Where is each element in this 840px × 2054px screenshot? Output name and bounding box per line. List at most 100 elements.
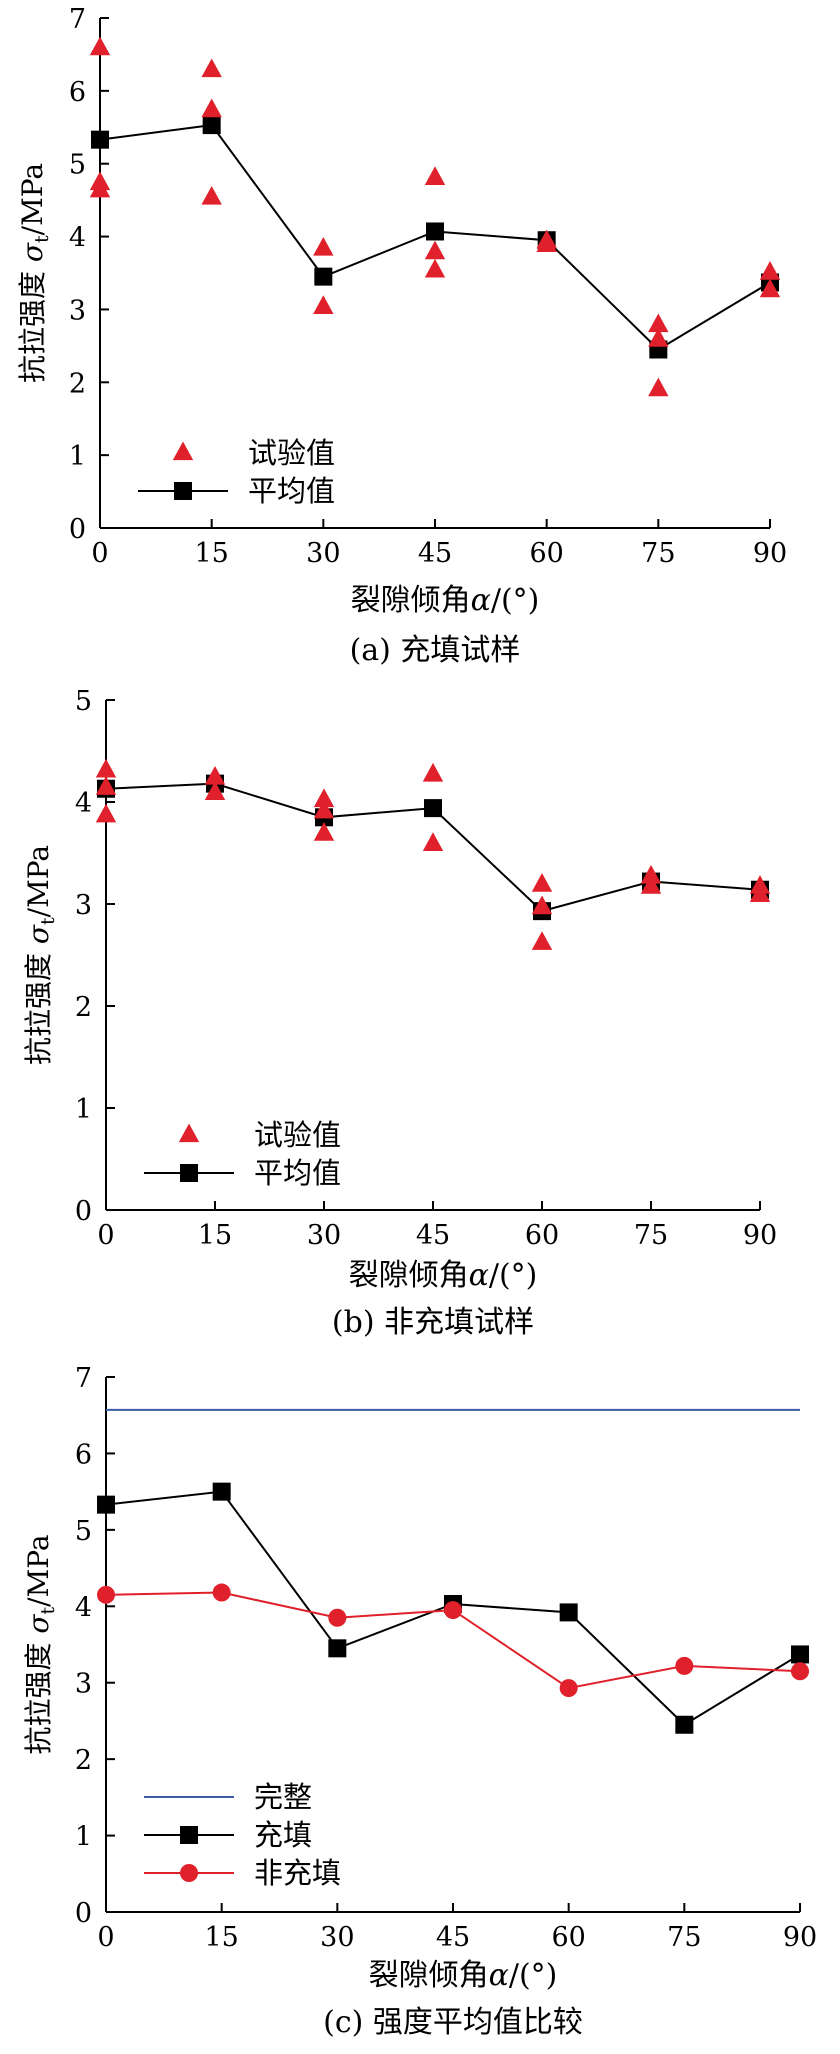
y-tick-label: 5 xyxy=(75,686,92,717)
x-tick-label: 15 xyxy=(204,1922,238,1953)
x-axis-title-unit: /(°) xyxy=(509,1958,558,1993)
x-axis-title: 裂隙倾角α/(°) xyxy=(351,583,540,618)
y-tick-label: 6 xyxy=(69,77,86,108)
series-point xyxy=(559,1679,578,1698)
y-axis-title-sub: t xyxy=(31,235,53,243)
test-point xyxy=(648,377,669,397)
x-axis-title-text: 裂隙倾角 xyxy=(349,1258,469,1293)
series-point xyxy=(328,1608,347,1627)
test-point xyxy=(648,328,669,347)
test-point xyxy=(313,799,335,819)
x-tick-label: 45 xyxy=(416,1220,450,1251)
test-point xyxy=(95,803,117,823)
y-tick-label: 2 xyxy=(75,992,92,1023)
series-point xyxy=(559,1603,578,1622)
x-tick-label: 45 xyxy=(418,538,452,569)
legend-label: 完整 xyxy=(254,1780,312,1814)
y-tick-label: 5 xyxy=(69,150,86,181)
y-axis-title-text: 抗拉强度 xyxy=(22,1634,55,1755)
y-axis-title-var: σ xyxy=(22,924,55,944)
y-tick-label: 1 xyxy=(69,441,86,472)
test-point xyxy=(201,185,222,205)
x-tick-label: 90 xyxy=(753,538,787,569)
test-point xyxy=(424,258,446,278)
test-point xyxy=(536,233,557,253)
test-point xyxy=(749,883,771,902)
y-axis-title: 抗拉强度 σt/MPa xyxy=(22,845,59,1065)
test-point xyxy=(95,776,117,795)
series-point xyxy=(791,1662,809,1681)
y-tick-label: 2 xyxy=(69,368,86,399)
test-point xyxy=(89,178,111,198)
test-point xyxy=(204,765,226,785)
y-axis-title-unit: /MPa xyxy=(16,163,49,235)
x-tick-label: 30 xyxy=(320,1922,354,1953)
x-axis-title-var: α xyxy=(489,1958,509,1993)
x-tick-label: 90 xyxy=(783,1922,817,1953)
x-axis-title-var: α xyxy=(469,1258,489,1293)
test-point xyxy=(204,781,226,800)
y-tick-label: 4 xyxy=(75,788,92,819)
y-axis-title-text: 抗拉强度 xyxy=(16,262,49,383)
test-point xyxy=(531,895,553,915)
y-tick-label: 0 xyxy=(75,1898,92,1929)
test-point xyxy=(95,758,117,778)
x-tick-label: 60 xyxy=(525,1220,559,1251)
legend-label: 平均值 xyxy=(248,474,335,508)
mean-point xyxy=(91,130,109,149)
y-tick-label: 2 xyxy=(75,1745,92,1776)
y-tick-label: 4 xyxy=(75,1592,92,1623)
x-tick-label: 60 xyxy=(551,1922,585,1953)
y-tick-label: 3 xyxy=(69,295,86,326)
y-axis-title-unit: /MPa xyxy=(22,845,55,917)
x-axis-title-var: α xyxy=(471,583,491,618)
test-point xyxy=(531,931,553,950)
legend-label: 充填 xyxy=(254,1818,312,1852)
y-axis-title-sub: t xyxy=(37,1607,59,1615)
series-point xyxy=(212,1583,231,1602)
legend-square-icon xyxy=(180,1826,198,1844)
series-point xyxy=(212,1482,231,1501)
y-tick-label: 5 xyxy=(75,1516,92,1547)
test-point xyxy=(640,875,662,894)
legend-triangle-icon xyxy=(178,1123,200,1143)
y-tick-label: 7 xyxy=(75,1363,92,1394)
test-point xyxy=(201,58,222,78)
y-axis-title-var: σ xyxy=(16,242,49,262)
chart-caption: (c) 强度平均值比较 xyxy=(323,2005,583,2040)
y-tick-label: 1 xyxy=(75,1094,92,1125)
mean-point xyxy=(314,267,333,286)
x-tick-label: 75 xyxy=(667,1922,701,1953)
legend-square-icon xyxy=(174,482,192,500)
test-point xyxy=(313,295,334,314)
test-point xyxy=(89,36,111,56)
legend-label: 试验值 xyxy=(248,436,335,470)
test-point xyxy=(424,166,446,185)
x-tick-label: 45 xyxy=(436,1922,470,1953)
y-tick-label: 1 xyxy=(75,1822,92,1853)
test-point xyxy=(201,98,222,118)
y-axis-title-text: 抗拉强度 xyxy=(22,944,55,1065)
legend-label: 试验值 xyxy=(254,1118,341,1152)
x-axis-title: 裂隙倾角α/(°) xyxy=(369,1958,558,1993)
test-point xyxy=(424,240,446,260)
x-axis-title-text: 裂隙倾角 xyxy=(369,1958,489,1993)
x-tick-label: 0 xyxy=(97,1220,114,1251)
y-tick-label: 3 xyxy=(75,890,92,921)
test-point xyxy=(422,832,444,851)
test-point xyxy=(640,864,662,884)
legend-triangle-icon xyxy=(172,441,194,461)
y-axis-title-unit: /MPa xyxy=(22,1534,55,1606)
test-point xyxy=(313,236,334,256)
y-tick-label: 4 xyxy=(69,223,86,254)
x-tick-label: 75 xyxy=(634,1220,668,1251)
series-point xyxy=(675,1715,694,1734)
legend-square-icon xyxy=(180,1164,198,1182)
x-tick-label: 60 xyxy=(529,538,563,569)
x-axis-title: 裂隙倾角α/(°) xyxy=(349,1258,538,1293)
test-point xyxy=(313,788,335,808)
y-tick-label: 6 xyxy=(75,1439,92,1470)
